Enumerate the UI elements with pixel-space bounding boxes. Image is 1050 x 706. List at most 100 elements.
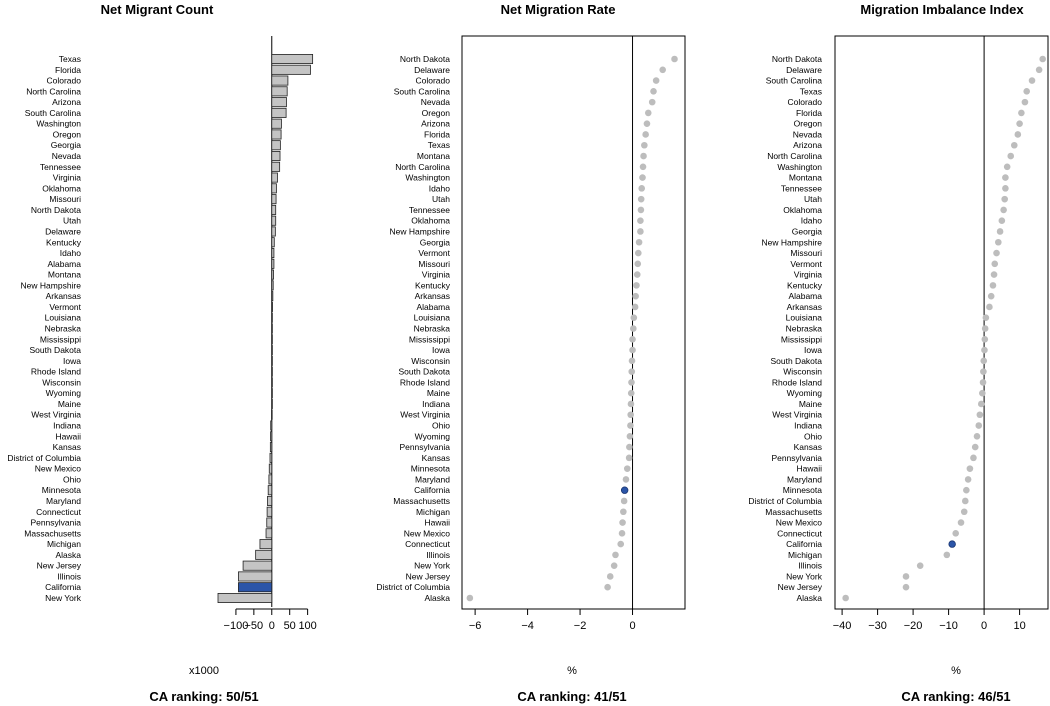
point-montana xyxy=(1002,174,1009,181)
point-texas xyxy=(641,141,648,149)
point-connecticut xyxy=(617,540,625,548)
category-label: Kansas xyxy=(422,453,450,463)
point-indiana xyxy=(975,422,983,429)
point-mississippi xyxy=(629,335,636,343)
bar-connecticut xyxy=(266,506,273,517)
bar-montana xyxy=(271,269,274,280)
category-label: West Virginia xyxy=(31,410,81,420)
category-label: Rhode Island xyxy=(31,367,81,377)
point-delaware xyxy=(1035,66,1043,74)
category-label: Idaho xyxy=(429,183,451,193)
category-label: Pennsylvania xyxy=(399,442,450,452)
category-label: Michigan xyxy=(47,539,81,549)
bar-colorado xyxy=(271,75,289,86)
category-label: West Virginia xyxy=(772,410,822,420)
category-label: Louisiana xyxy=(414,313,451,323)
point-virginia xyxy=(990,271,998,278)
category-label: California xyxy=(45,582,81,592)
point-wyoming xyxy=(626,433,634,440)
category-label: Missouri xyxy=(790,248,822,258)
bar-maine xyxy=(271,398,273,409)
category-label: Arkansas xyxy=(787,302,822,312)
bar-new-mexico xyxy=(268,463,273,474)
point-district-of-columbia xyxy=(961,497,969,505)
category-label: Montana xyxy=(789,173,822,183)
category-label: Hawaii xyxy=(55,431,81,441)
category-label: Tennessee xyxy=(409,205,450,215)
category-label: North Carolina xyxy=(395,162,450,172)
bar-wisconsin xyxy=(271,377,273,388)
bar-kentucky xyxy=(271,237,275,248)
category-label: Wyoming xyxy=(46,388,82,398)
category-label: Rhode Island xyxy=(772,377,822,387)
category-label: Connecticut xyxy=(777,528,823,538)
bar-arkansas xyxy=(271,291,274,302)
bar-georgia xyxy=(271,140,281,151)
point-maine xyxy=(977,400,985,408)
category-label: Kentucky xyxy=(787,280,823,290)
category-label: Kansas xyxy=(53,442,81,452)
category-label: Kansas xyxy=(794,442,822,452)
point-new-jersey xyxy=(606,573,614,580)
x-tick-label: −10 xyxy=(939,620,958,632)
bar-illinois xyxy=(238,571,273,582)
category-label: Iowa xyxy=(804,345,822,355)
bar-pennsylvania xyxy=(266,517,273,528)
category-label: South Dakota xyxy=(770,356,822,366)
point-idaho xyxy=(998,217,1006,224)
bar-new-jersey xyxy=(242,560,273,571)
category-label: South Carolina xyxy=(766,76,823,86)
category-label: New Jersey xyxy=(406,571,451,581)
point-north-carolina xyxy=(639,163,647,171)
bar-oregon xyxy=(271,129,282,140)
category-label: Arkansas xyxy=(46,291,81,301)
category-label: Iowa xyxy=(63,356,81,366)
category-label: Utah xyxy=(804,194,822,204)
category-label: Florida xyxy=(424,129,450,139)
bar-virginia xyxy=(271,172,278,183)
category-label: North Dakota xyxy=(400,54,450,64)
bar-tennessee xyxy=(271,161,281,172)
point-colorado xyxy=(652,77,660,84)
category-label: New Mexico xyxy=(404,528,451,538)
category-label: Hawaii xyxy=(424,518,450,528)
point-tennessee xyxy=(637,206,645,214)
category-label: Colorado xyxy=(788,97,823,107)
x-tick-label: 10 xyxy=(1013,620,1025,632)
bar-utah xyxy=(271,215,277,226)
category-label: Maryland xyxy=(46,496,81,506)
point-wyoming xyxy=(979,389,986,397)
category-label: Maryland xyxy=(787,474,822,484)
point-alaska xyxy=(466,594,474,602)
category-label: New York xyxy=(414,561,451,571)
category-label: Ohio xyxy=(63,474,81,484)
point-georgia xyxy=(635,238,643,246)
point-louisiana xyxy=(630,314,638,322)
x-tick-label: 0 xyxy=(629,620,635,632)
chart-title: Net Migration Rate xyxy=(501,2,616,17)
category-label: Hawaii xyxy=(796,464,822,474)
category-label: Delaware xyxy=(786,65,822,75)
category-label: Colorado xyxy=(47,76,82,86)
category-label: Wisconsin xyxy=(783,367,822,377)
x-axis-label: % xyxy=(951,665,961,677)
point-wisconsin xyxy=(628,357,636,365)
category-label: Minnesota xyxy=(42,485,81,495)
category-label: Louisiana xyxy=(45,313,82,323)
category-label: Minnesota xyxy=(411,464,450,474)
bar-arizona xyxy=(271,97,287,108)
category-label: District of Columbia xyxy=(376,582,450,592)
point-new-mexico xyxy=(957,519,965,526)
bar-indiana xyxy=(270,420,273,431)
point-new-hampshire xyxy=(995,238,1002,246)
bar-kansas xyxy=(269,442,273,453)
category-label: Missouri xyxy=(49,194,81,204)
category-label: Oregon xyxy=(53,129,82,139)
point-utah xyxy=(637,195,645,203)
point-oklahoma xyxy=(1000,206,1007,214)
category-label: South Carolina xyxy=(394,86,451,96)
category-label: North Carolina xyxy=(767,151,822,161)
bar-south-carolina xyxy=(271,107,287,118)
x-tick-label: −30 xyxy=(868,620,887,632)
point-oregon xyxy=(1016,120,1023,127)
